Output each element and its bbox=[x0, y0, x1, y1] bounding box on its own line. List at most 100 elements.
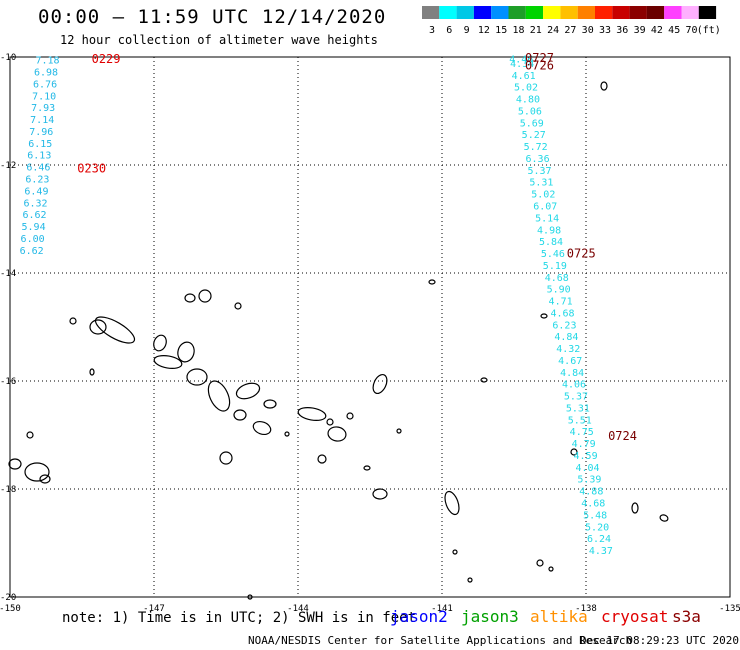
colorbar-label: 45 bbox=[668, 25, 680, 36]
wave-height-label: 4.68 bbox=[581, 499, 605, 510]
x-tick-label: -141 bbox=[431, 604, 453, 614]
island-outline bbox=[263, 399, 277, 409]
island-outline bbox=[219, 451, 233, 465]
island-outline bbox=[570, 448, 578, 456]
island-outline bbox=[467, 577, 473, 583]
colorbar-swatch bbox=[646, 6, 665, 19]
wave-height-label: 5.48 bbox=[583, 510, 607, 521]
colorbar-swatch bbox=[629, 6, 647, 19]
y-tick-label: -18 bbox=[0, 485, 16, 495]
wave-height-label: 6.15 bbox=[28, 139, 52, 150]
island-outline bbox=[234, 302, 242, 310]
colorbar-label: 3 bbox=[429, 25, 435, 36]
island-outline bbox=[480, 377, 488, 383]
wave-height-label: 6.62 bbox=[22, 210, 46, 221]
colorbar-swatch bbox=[595, 6, 613, 19]
wave-height-label: 5.39 bbox=[577, 475, 601, 486]
wave-height-label: 6.23 bbox=[552, 320, 576, 331]
wave-height-label: 4.04 bbox=[575, 463, 599, 474]
island-outline bbox=[153, 355, 183, 369]
wave-height-label: 5.02 bbox=[531, 190, 555, 201]
island-outline bbox=[452, 549, 458, 555]
x-tick-label: -147 bbox=[143, 604, 165, 614]
wave-height-label: 5.19 bbox=[543, 261, 567, 272]
y-tick-label: -12 bbox=[0, 161, 16, 171]
pass-time-label: 0727 bbox=[525, 51, 554, 65]
satellite-legend-altika: altika bbox=[530, 607, 588, 626]
colorbar-swatch bbox=[681, 6, 699, 19]
wave-height-label: 5.14 bbox=[535, 213, 559, 224]
colorbar-label: 21 bbox=[530, 25, 542, 36]
wave-height-label: 4.71 bbox=[549, 297, 573, 308]
wave-height-label: 5.51 bbox=[568, 415, 592, 426]
wave-height-label: 4.06 bbox=[562, 380, 586, 391]
wave-height-label: 6.07 bbox=[533, 202, 557, 213]
pass-time-label: 0724 bbox=[608, 429, 637, 443]
island-outline bbox=[186, 368, 208, 386]
wave-height-label: 5.02 bbox=[514, 83, 538, 94]
wave-height-label: 4.84 bbox=[560, 368, 584, 379]
y-tick-label: -14 bbox=[0, 269, 16, 279]
wave-height-label: 4.80 bbox=[516, 95, 540, 106]
colorbar-label: 24 bbox=[547, 25, 559, 36]
wave-height-label: 6.32 bbox=[23, 198, 47, 209]
colorbar-label: 33 bbox=[599, 25, 611, 36]
island-outline bbox=[317, 454, 327, 464]
wave-height-label: 5.90 bbox=[547, 285, 571, 296]
colorbar-swatch bbox=[577, 6, 595, 19]
wave-height-label: 7.14 bbox=[30, 115, 54, 126]
island-outline bbox=[363, 465, 371, 471]
colorbar-label: 39 bbox=[634, 25, 646, 36]
footer-credit: NOAA/NESDIS Center for Satellite Applica… bbox=[248, 634, 633, 647]
wave-height-label: 5.37 bbox=[564, 392, 588, 403]
island-outline bbox=[198, 289, 212, 303]
wave-height-label: 4.75 bbox=[570, 427, 594, 438]
y-tick-label: -20 bbox=[0, 593, 16, 603]
colorbar-swatch bbox=[473, 6, 492, 19]
wave-height-label: 7.10 bbox=[32, 91, 56, 102]
colorbar-swatch bbox=[664, 6, 682, 19]
island-outline bbox=[600, 81, 608, 91]
satellite-legend-jason2: jason2 bbox=[390, 607, 448, 626]
island-outline bbox=[536, 559, 544, 567]
colorbar-label: 12 bbox=[478, 25, 490, 36]
colorbar-label: (ft) bbox=[697, 25, 721, 36]
island-outline bbox=[94, 316, 136, 344]
colorbar-swatch bbox=[508, 6, 526, 19]
island-outline bbox=[247, 594, 253, 600]
pass-time-label: 0726 bbox=[525, 59, 554, 73]
wave-height-label: 4.68 bbox=[550, 308, 574, 319]
island-outline bbox=[428, 279, 436, 285]
colorbar-swatch bbox=[525, 6, 544, 19]
wave-height-label: 6.98 bbox=[34, 68, 58, 79]
wave-height-label: 6.00 bbox=[21, 234, 45, 245]
colorbar-swatch bbox=[543, 6, 561, 19]
satellite-legend-jason3: jason3 bbox=[461, 607, 519, 626]
wave-height-label: 7.93 bbox=[31, 103, 55, 114]
wave-height-label: 6.49 bbox=[24, 186, 48, 197]
wave-height-label: 4.98 bbox=[537, 225, 561, 236]
island-outline bbox=[184, 293, 196, 303]
island-outline bbox=[89, 368, 95, 376]
island-outline bbox=[444, 490, 460, 516]
wave-height-label: 6.23 bbox=[25, 175, 49, 186]
island-outline bbox=[153, 334, 167, 352]
island-outline bbox=[26, 431, 34, 439]
wave-height-label: 4.67 bbox=[558, 356, 582, 367]
wave-height-label: 4.37 bbox=[589, 546, 613, 557]
island-outline bbox=[631, 502, 639, 514]
wave-height-label: 4.61 bbox=[512, 71, 536, 82]
x-tick-label: -144 bbox=[287, 604, 309, 614]
wave-height-label: 5.84 bbox=[539, 237, 563, 248]
wave-height-label: 5.72 bbox=[524, 142, 548, 153]
island-outline bbox=[233, 409, 247, 421]
wave-height-label: 5.20 bbox=[585, 522, 609, 533]
island-outline bbox=[69, 317, 77, 325]
colorbar-swatch bbox=[560, 6, 578, 19]
chart-subtitle: 12 hour collection of altimeter wave hei… bbox=[60, 33, 378, 47]
colorbar-swatch bbox=[612, 6, 630, 19]
wave-height-label: 5.31 bbox=[529, 178, 553, 189]
colorbar-label: 27 bbox=[564, 25, 576, 36]
island-outline bbox=[327, 426, 347, 442]
